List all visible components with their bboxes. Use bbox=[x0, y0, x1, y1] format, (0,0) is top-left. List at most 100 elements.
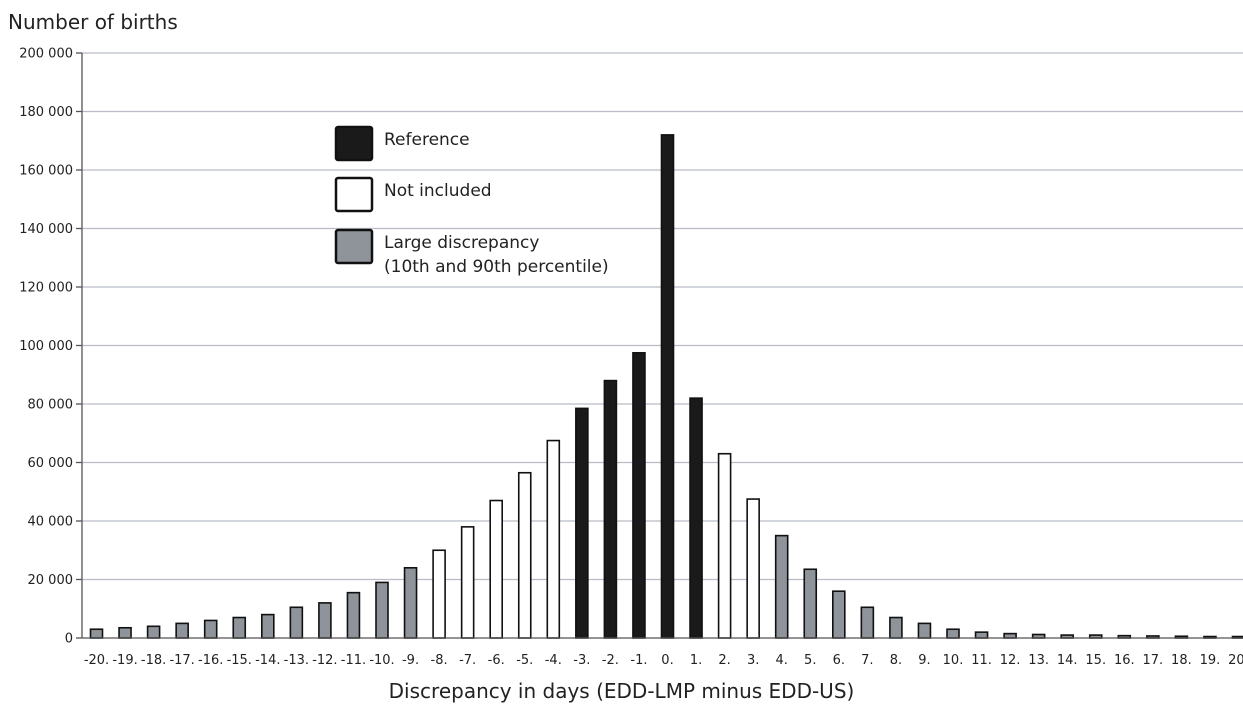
x-tick-label: -10. bbox=[369, 653, 394, 668]
bar bbox=[917, 622, 932, 639]
bar bbox=[375, 581, 389, 639]
x-tick-label: 5. bbox=[804, 653, 816, 668]
bar bbox=[803, 568, 818, 639]
x-tick-label: -4. bbox=[545, 653, 562, 668]
bar bbox=[318, 602, 332, 639]
legend-label: Not included bbox=[384, 181, 492, 201]
x-tick-label: -15. bbox=[227, 653, 252, 668]
legend-label: Large discrepancy bbox=[384, 233, 539, 253]
bar bbox=[632, 352, 646, 639]
bar bbox=[974, 631, 989, 639]
bar bbox=[860, 606, 875, 639]
x-tick-label: 19. bbox=[1200, 653, 1221, 668]
bar bbox=[146, 625, 161, 639]
bar bbox=[289, 606, 304, 639]
x-tick-label: 8. bbox=[890, 653, 902, 668]
x-tick-label: -14. bbox=[255, 653, 280, 668]
bar bbox=[689, 397, 703, 639]
y-tick-label: 160 000 bbox=[19, 164, 73, 179]
bar bbox=[575, 407, 589, 639]
y-tick-label: 200 000 bbox=[19, 47, 73, 62]
y-tick-label: 180 000 bbox=[19, 105, 73, 120]
x-tick-label: -5. bbox=[516, 653, 533, 668]
legend: Reference Not included Large discrepancy (1… bbox=[334, 125, 609, 277]
bar bbox=[403, 566, 418, 639]
x-tick-label: 20. bbox=[1228, 653, 1243, 668]
x-tick-labels: -20. -19. -18. -17. -16. -15. -14. -13. -12. -11.… bbox=[84, 653, 1243, 668]
y-tick-label: 60 000 bbox=[28, 456, 74, 471]
legend-label: Reference bbox=[384, 130, 470, 150]
x-tick-label: -8. bbox=[431, 653, 448, 668]
bar bbox=[260, 613, 275, 639]
x-tick-label: -16. bbox=[198, 653, 223, 668]
bar bbox=[603, 379, 618, 639]
x-tick-label: -6. bbox=[488, 653, 505, 668]
y-tick-label: 0 bbox=[65, 632, 73, 647]
bars bbox=[89, 134, 1243, 639]
bar bbox=[175, 622, 189, 639]
y-tick-label: 80 000 bbox=[28, 398, 74, 413]
y-tick-label: 40 000 bbox=[28, 515, 74, 530]
x-tick-label: -17. bbox=[169, 653, 194, 668]
x-tick-label: -12. bbox=[312, 653, 337, 668]
x-tick-label: 14. bbox=[1057, 653, 1078, 668]
axes bbox=[76, 52, 1243, 639]
bar bbox=[889, 616, 903, 639]
bar bbox=[432, 549, 446, 639]
y-tick-label: 140 000 bbox=[19, 222, 73, 237]
x-tick-label: 2. bbox=[718, 653, 730, 668]
x-tick-label: -9. bbox=[402, 653, 419, 668]
x-tick-label: -1. bbox=[630, 653, 647, 668]
bar bbox=[746, 498, 760, 639]
bar bbox=[346, 591, 361, 639]
bar bbox=[460, 526, 475, 639]
legend-swatch bbox=[334, 228, 374, 265]
y-tick-label: 20 000 bbox=[28, 573, 74, 588]
legend-swatch bbox=[334, 176, 374, 213]
bar bbox=[489, 499, 504, 639]
bar bbox=[717, 452, 732, 639]
legend-swatch bbox=[334, 125, 374, 162]
x-tick-label: 0. bbox=[661, 653, 673, 668]
bar bbox=[946, 628, 960, 639]
x-tick-label: -3. bbox=[573, 653, 590, 668]
x-tick-label: 17. bbox=[1143, 653, 1164, 668]
x-tick-label: 16. bbox=[1114, 653, 1135, 668]
x-axis-title: Discrepancy in days (EDD-LMP minus EDD-U… bbox=[388, 679, 855, 703]
bar bbox=[232, 616, 247, 639]
x-tick-label: -2. bbox=[602, 653, 619, 668]
bar bbox=[89, 628, 104, 639]
x-tick-label: -7. bbox=[459, 653, 476, 668]
y-tick-label: 100 000 bbox=[19, 339, 73, 354]
x-tick-label: 15. bbox=[1085, 653, 1106, 668]
legend-label: (10th and 90th percentile) bbox=[384, 257, 609, 277]
bar bbox=[546, 439, 561, 639]
x-tick-label: 1. bbox=[690, 653, 702, 668]
x-tick-label: -19. bbox=[112, 653, 137, 668]
x-tick-label: 18. bbox=[1171, 653, 1192, 668]
bar bbox=[774, 534, 789, 639]
x-tick-label: -20. bbox=[84, 653, 109, 668]
x-tick-label: 11. bbox=[971, 653, 992, 668]
y-axis-title: Number of births bbox=[8, 10, 178, 34]
bar bbox=[660, 134, 675, 639]
x-tick-label: -11. bbox=[341, 653, 366, 668]
x-tick-label: 10. bbox=[943, 653, 964, 668]
x-tick-label: 9. bbox=[918, 653, 930, 668]
x-tick-label: 13. bbox=[1028, 653, 1049, 668]
y-tick-label: 120 000 bbox=[19, 281, 73, 296]
bar bbox=[1003, 632, 1017, 639]
x-tick-label: 7. bbox=[861, 653, 873, 668]
bar bbox=[203, 619, 218, 639]
x-tick-label: 3. bbox=[747, 653, 759, 668]
bar bbox=[517, 471, 532, 639]
x-tick-label: 6. bbox=[833, 653, 845, 668]
x-tick-label: 4. bbox=[775, 653, 787, 668]
bar bbox=[831, 590, 846, 639]
x-tick-label: 12. bbox=[1000, 653, 1021, 668]
x-tick-label: -13. bbox=[284, 653, 309, 668]
y-tick-labels: 0 20 000 40 000 60 000 80 000 100 000 120 000 1… bbox=[19, 47, 73, 647]
x-tick-label: -18. bbox=[141, 653, 166, 668]
bar bbox=[118, 626, 132, 639]
